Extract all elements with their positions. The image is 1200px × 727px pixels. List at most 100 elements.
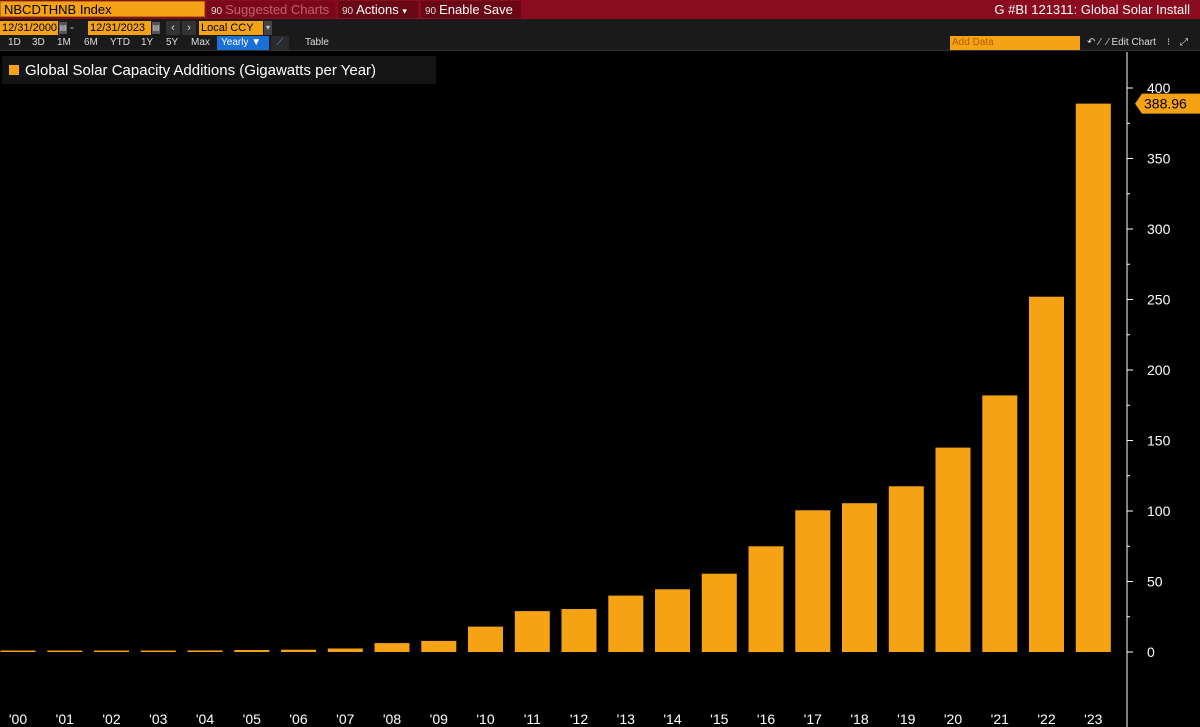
- last-value-tag: 388.96: [1135, 93, 1200, 114]
- calendar-icon[interactable]: ▤: [59, 22, 67, 34]
- suggested-charts-button[interactable]: 90 Suggested Charts: [207, 1, 335, 18]
- y-tick-label: 300: [1147, 221, 1171, 237]
- suggested-charts-label: Suggested Charts: [225, 2, 330, 17]
- bar-13: [608, 595, 644, 652]
- actions-label: Actions: [356, 2, 399, 17]
- y-tick-label: 350: [1147, 151, 1171, 167]
- x-tick-label: '08: [383, 711, 401, 727]
- x-tick-label: '03: [149, 711, 167, 727]
- bar-23: [1075, 103, 1111, 653]
- x-tick-label: '12: [570, 711, 588, 727]
- bar-9: [421, 640, 457, 652]
- x-tick-label: '04: [196, 711, 214, 727]
- x-tick-label: '14: [663, 711, 681, 727]
- menu-icon: 90: [342, 6, 354, 17]
- y-axis: 0 50 100 150 200 250 300 350 400: [1126, 52, 1171, 727]
- x-tick-label: '06: [289, 711, 307, 727]
- bar-20: [935, 447, 971, 652]
- x-tick-label: '05: [243, 711, 261, 727]
- menu-icon: 90: [425, 6, 437, 17]
- x-tick-label: '01: [56, 711, 74, 727]
- x-tick-label: '02: [102, 711, 120, 727]
- top-toolbar: NBCDTHNB Index 90 Suggested Charts 90 Acti…: [0, 0, 1200, 19]
- bar-18: [842, 503, 877, 652]
- end-date-field[interactable]: 12/31/2023: [88, 21, 151, 35]
- settings-icon[interactable]: ⁄: [1099, 37, 1101, 48]
- x-tick-label: '20: [944, 711, 962, 727]
- bar-11: [514, 611, 550, 652]
- bar-2: [94, 650, 129, 652]
- window-title: G #BI 121311: Global Solar Install: [994, 2, 1190, 17]
- frequency-label: Yearly: [221, 37, 249, 48]
- bar-17: [795, 510, 831, 652]
- period-max[interactable]: Max: [191, 37, 210, 48]
- x-tick-label: '19: [897, 711, 915, 727]
- period-1y[interactable]: 1Y: [141, 37, 154, 48]
- bar-16: [748, 546, 784, 653]
- bar-10: [468, 626, 503, 652]
- frequency-select[interactable]: Yearly ▼: [217, 36, 269, 50]
- last-value-tag-shape: [1135, 93, 1200, 114]
- x-tick-label: '13: [617, 711, 635, 727]
- y-tick-label: 50: [1147, 574, 1163, 590]
- y-tick-label: 200: [1147, 362, 1171, 378]
- bar-19: [888, 486, 924, 652]
- y-tick-label: 0: [1147, 644, 1155, 660]
- bar-12: [561, 609, 597, 652]
- x-tick-label: '21: [991, 711, 1009, 727]
- enable-save-button[interactable]: 90 Enable Save: [421, 1, 521, 18]
- period-1m[interactable]: 1M: [57, 37, 71, 48]
- bar-5: [234, 650, 270, 652]
- currency-select[interactable]: Local CCY: [199, 21, 263, 35]
- x-tick-label: '17: [804, 711, 822, 727]
- next-arrow-icon[interactable]: ›: [182, 21, 196, 35]
- legend-swatch: [9, 65, 19, 75]
- drag-handle-icon[interactable]: ⁝: [1167, 37, 1171, 48]
- chevron-down-icon: ▼: [251, 37, 262, 48]
- enable-save-label: Enable Save: [439, 2, 513, 17]
- chevron-down-icon: ▾: [402, 6, 407, 16]
- y-tick-label: 400: [1147, 80, 1171, 96]
- x-tick-label: '16: [757, 711, 775, 727]
- date-range-bar: 12/31/2000 ▤ - 12/31/2023 ▤ ‹ › Local CC…: [0, 19, 1200, 36]
- period-1d[interactable]: 1D: [8, 37, 21, 48]
- chevron-down-icon[interactable]: ▾: [264, 21, 272, 35]
- period-bar: 1D 3D 1M 6M YTD 1Y 5Y Max Yearly ▼ ⟋ Tab…: [0, 36, 1200, 51]
- y-tick-label: 100: [1147, 503, 1171, 519]
- date-separator: -: [70, 20, 74, 34]
- x-tick-label: '18: [850, 711, 868, 727]
- start-date-field[interactable]: 12/31/2000: [0, 21, 58, 35]
- bar-6: [281, 649, 316, 652]
- legend-label: Global Solar Capacity Additions (Gigawat…: [25, 61, 377, 79]
- x-tick-label: '07: [336, 711, 354, 727]
- x-tick-label: '11: [524, 711, 541, 727]
- bar-7: [327, 648, 363, 652]
- edit-chart-button[interactable]: ⁄ Edit Chart: [1107, 37, 1156, 48]
- bars-group: [0, 103, 1111, 653]
- actions-button[interactable]: 90 Actions ▾: [338, 1, 418, 18]
- legend: Global Solar Capacity Additions (Gigawat…: [2, 56, 436, 84]
- table-button[interactable]: Table: [305, 37, 329, 48]
- bar-chart: 0 50 100 150 200 250 300 350 400 '00 '01 '02 '03 '04…: [0, 52, 1200, 727]
- bar-14: [655, 589, 690, 652]
- bar-8: [374, 643, 410, 652]
- bar-3: [140, 650, 176, 652]
- calendar-icon[interactable]: ▤: [152, 22, 160, 34]
- bar-22: [1029, 296, 1064, 652]
- add-data-input[interactable]: Add Data: [950, 36, 1080, 50]
- period-6m[interactable]: 6M: [84, 37, 98, 48]
- edit-chart-label: Edit Chart: [1111, 37, 1156, 48]
- menu-icon: 90: [211, 6, 223, 17]
- period-5y[interactable]: 5Y: [166, 37, 179, 48]
- line-chart-icon[interactable]: ⟋: [271, 36, 289, 50]
- prev-arrow-icon[interactable]: ‹: [166, 21, 180, 35]
- period-3d[interactable]: 3D: [32, 37, 45, 48]
- x-axis: '00 '01 '02 '03 '04 '05 '06 '07 '08 '09 '10 '11 '12 '…: [9, 711, 1103, 727]
- bar-0: [0, 650, 36, 652]
- period-ytd[interactable]: YTD: [110, 37, 130, 48]
- ticker-input[interactable]: NBCDTHNB Index: [0, 1, 205, 17]
- bar-4: [187, 650, 223, 652]
- expand-icon[interactable]: ⤢: [1180, 37, 1188, 48]
- undo-icon[interactable]: ↶: [1087, 37, 1096, 48]
- bar-1: [47, 650, 83, 652]
